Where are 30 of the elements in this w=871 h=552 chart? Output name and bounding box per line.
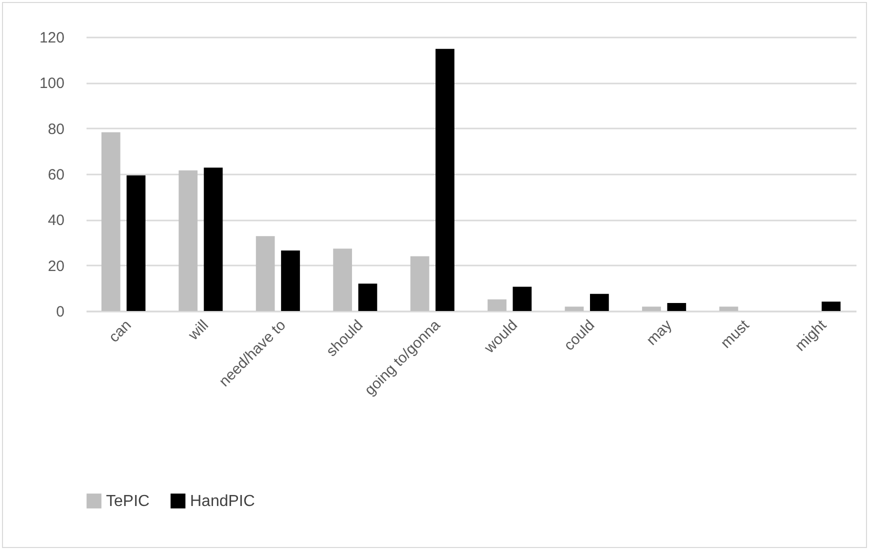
y-tick-label: 40 [48, 212, 64, 230]
y-tick-label: 0 [56, 304, 64, 320]
bar [178, 170, 198, 311]
legend-label: TePIC [106, 493, 150, 510]
x-tick-label: will [184, 316, 212, 344]
bar [126, 175, 146, 311]
bar [256, 236, 275, 311]
bar [642, 306, 661, 311]
y-tick-label: 60 [48, 166, 64, 184]
bar [719, 306, 738, 311]
y-tick-label: 20 [48, 258, 64, 275]
bar [512, 286, 532, 311]
bar [590, 294, 609, 311]
bar [358, 284, 378, 311]
x-tick-label: may [643, 316, 676, 349]
bar [436, 48, 454, 311]
bar [564, 306, 584, 311]
legend-label: HandPIC [190, 493, 255, 510]
bar [204, 168, 223, 311]
bar [281, 250, 300, 311]
bar [333, 248, 352, 311]
bar [822, 302, 841, 311]
y-tick-label: 120 [39, 30, 64, 46]
x-tick-label: can [106, 316, 135, 346]
y-tick-label: 80 [48, 120, 64, 138]
y-tick-label: 100 [39, 75, 64, 92]
bar [667, 303, 686, 311]
bar [488, 299, 506, 311]
bar [410, 256, 430, 311]
bar [101, 132, 120, 311]
